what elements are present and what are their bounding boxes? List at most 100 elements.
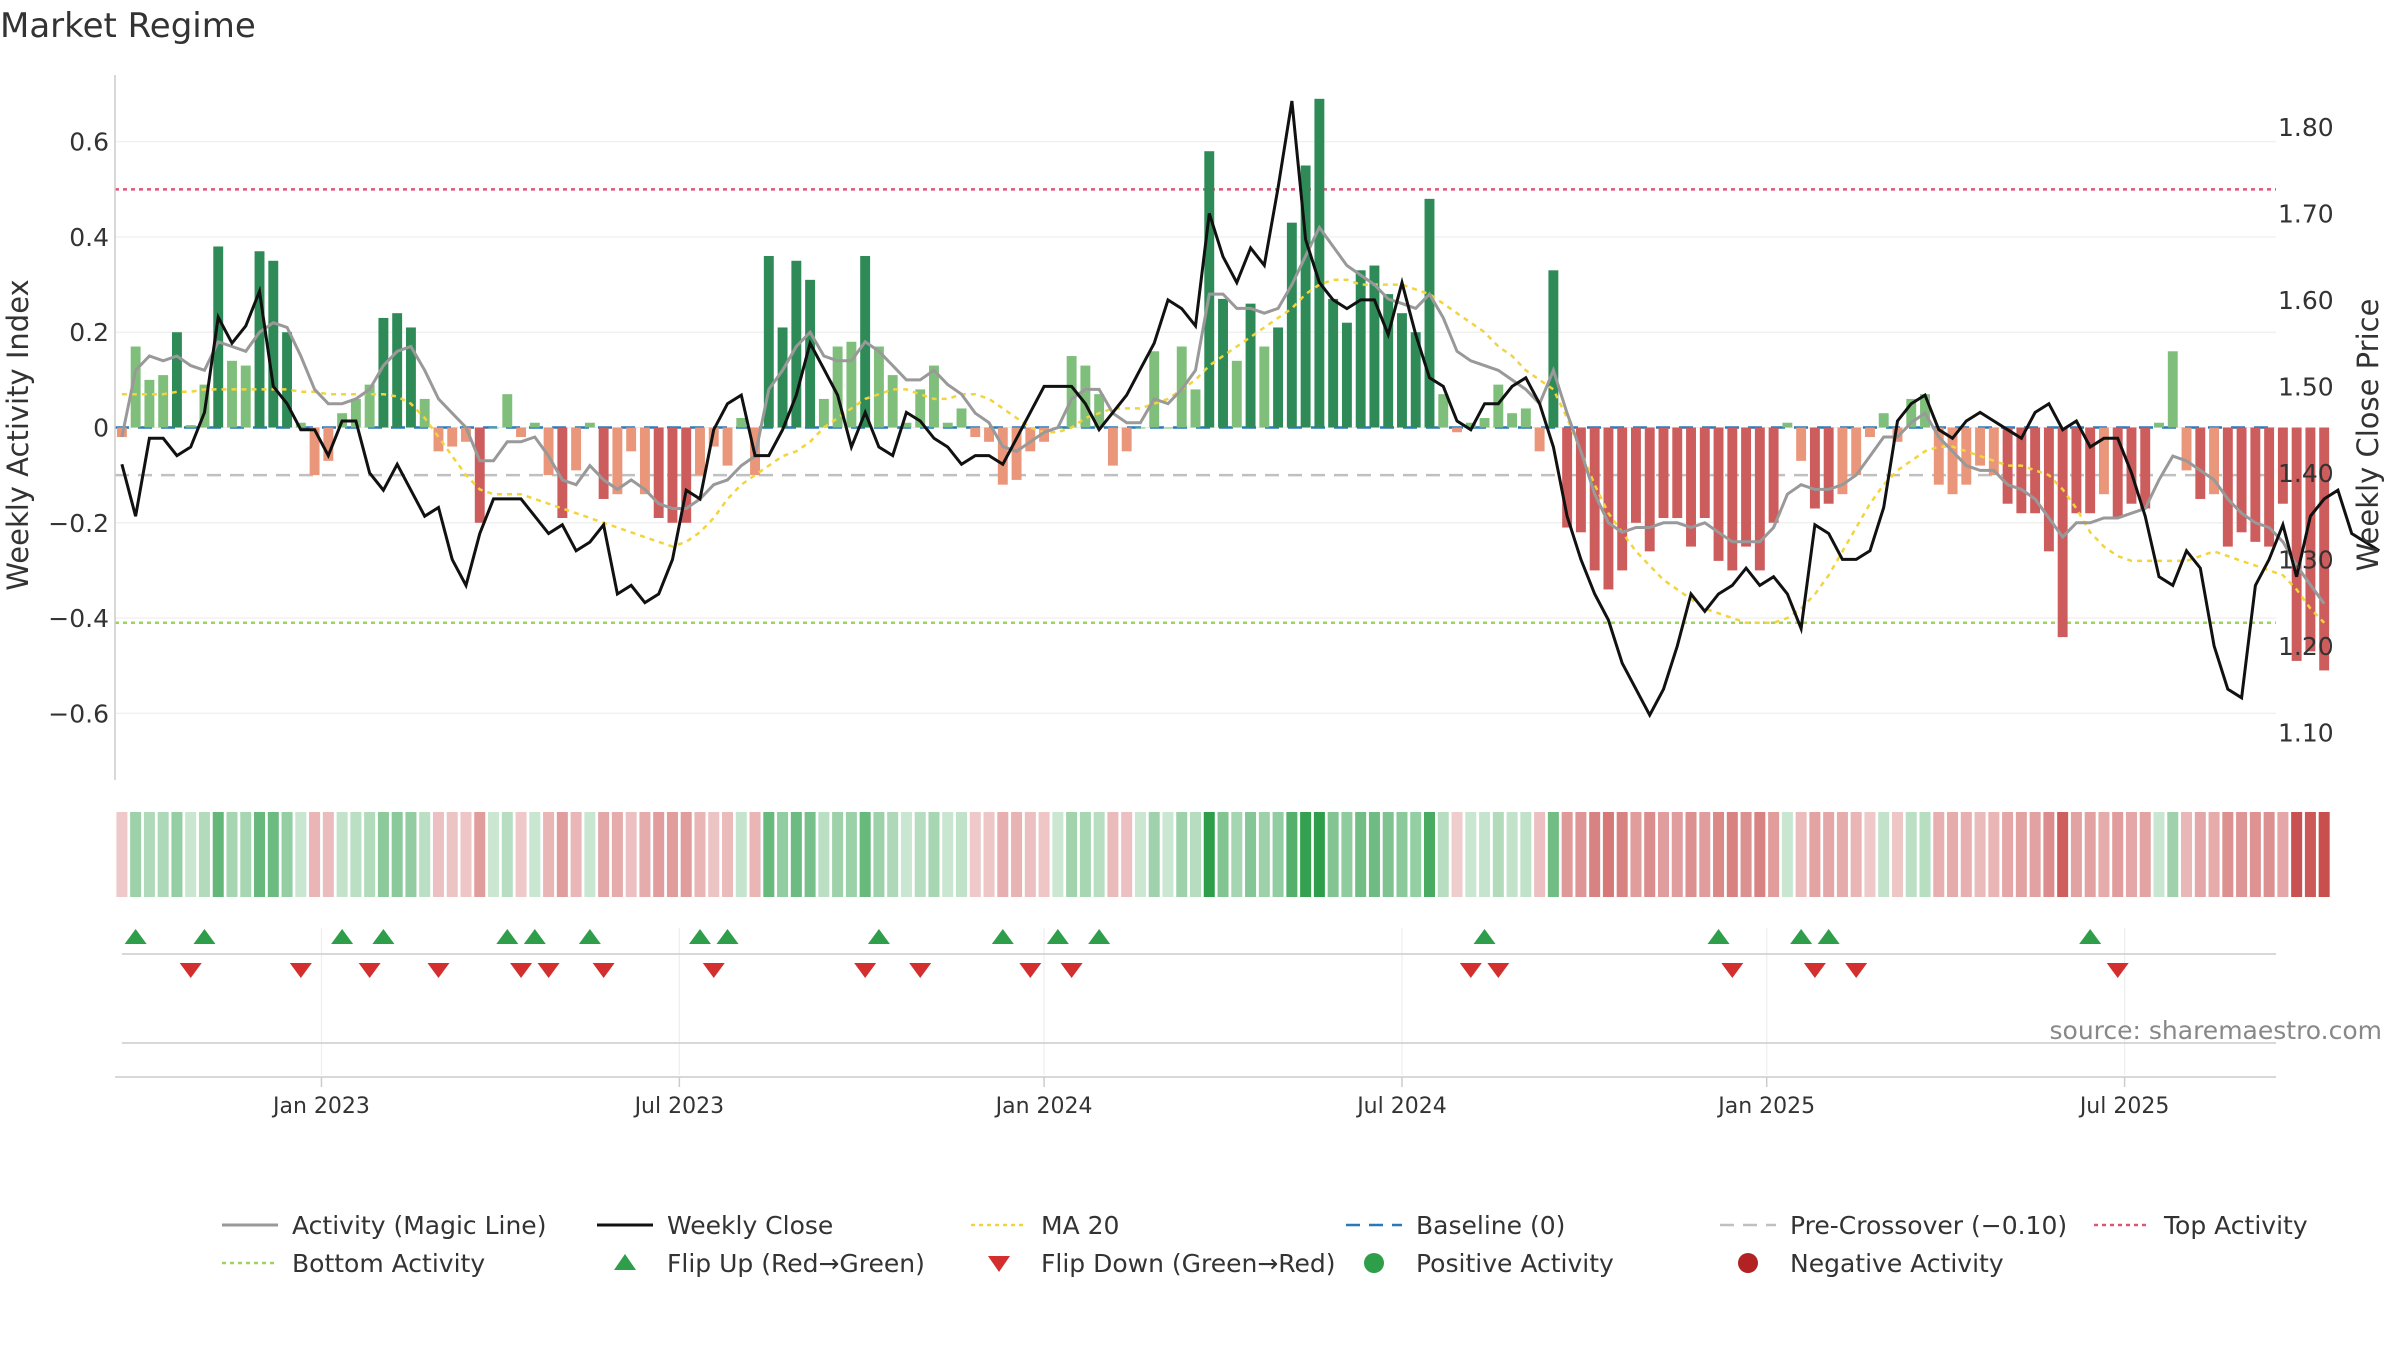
flip-down-marker xyxy=(592,963,615,978)
activity-bar xyxy=(2319,427,2330,671)
activity-bar xyxy=(213,246,224,428)
activity-bar xyxy=(1548,270,1559,428)
flip-up-marker xyxy=(2079,929,2102,944)
heat-strip-cell xyxy=(997,812,1009,897)
activity-bar xyxy=(1988,427,1999,476)
heat-strip-cell xyxy=(1795,812,1807,897)
activity-axis: 0.6 0.4 0.2 0 −0.2 −0.4 −0.6 xyxy=(48,75,116,780)
activity-bar xyxy=(1080,365,1091,428)
heat-strip-cell xyxy=(2263,812,2275,897)
activity-bar xyxy=(1796,427,1807,461)
activity-bar xyxy=(2209,427,2220,495)
flip-down-marker xyxy=(427,963,450,978)
activity-bar xyxy=(516,427,527,438)
heat-strip-cell xyxy=(1726,812,1738,897)
activity-bar xyxy=(915,389,926,428)
activity-bar xyxy=(736,417,747,428)
activity-bar xyxy=(1631,427,1641,523)
heat-strip-cell xyxy=(515,812,527,897)
activity-bar xyxy=(1699,427,1710,519)
activity-bar xyxy=(2264,427,2275,547)
activity-bar xyxy=(942,422,953,428)
flip-down-marker xyxy=(179,963,202,978)
heat-strip-cell xyxy=(859,812,871,897)
y2-tick-label: 1.20 xyxy=(2278,632,2334,661)
heat-strip-cell xyxy=(1781,812,1793,897)
activity-bar xyxy=(722,427,733,466)
activity-bar xyxy=(1163,427,1173,429)
series-lines xyxy=(120,100,2381,719)
heat-strip-cell xyxy=(1602,812,1614,897)
activity-bar xyxy=(2126,427,2137,504)
activity-bar xyxy=(1520,408,1531,428)
activity-bar xyxy=(1933,427,1944,485)
heat-strip-cell xyxy=(1203,812,1215,897)
activity-bar xyxy=(571,427,582,471)
flip-down-marker xyxy=(289,963,312,978)
activity-bar xyxy=(309,427,320,476)
heat-strip-cell xyxy=(956,812,968,897)
activity-bar xyxy=(364,384,375,428)
heat-strip-cell xyxy=(1423,812,1435,897)
heat-strip-cell xyxy=(1933,812,1945,897)
y2-tick-label: 1.50 xyxy=(2278,372,2334,401)
heat-strip-cell xyxy=(267,812,279,897)
activity-bar xyxy=(1575,427,1586,533)
y-axis-label: Weekly Activity Index xyxy=(1,279,35,590)
activity-bar xyxy=(1479,417,1490,428)
heat-strip-cell xyxy=(432,812,444,897)
activity-bar xyxy=(873,346,884,428)
flip-up-marker xyxy=(1817,929,1840,944)
heat-strip-cell xyxy=(2015,812,2027,897)
activity-bar xyxy=(929,365,939,428)
heat-strip-cell xyxy=(790,812,802,897)
activity-bar xyxy=(1603,427,1614,590)
activity-bar xyxy=(295,422,306,428)
heat-strip-cell xyxy=(501,812,513,897)
activity-bar xyxy=(2016,427,2027,514)
flip-up-marker xyxy=(372,929,395,944)
heat-strip-cell xyxy=(1121,812,1133,897)
heat-strip-cell xyxy=(1189,812,1202,897)
heat-strip-cell xyxy=(1768,812,1780,897)
heat-strip-cell xyxy=(1217,812,1229,897)
flip-down-marker xyxy=(358,963,381,978)
heat-strip-cell xyxy=(1685,812,1697,897)
heat-strip-cell xyxy=(1878,812,1890,897)
activity-bar xyxy=(1658,427,1669,519)
heat-strip-cell xyxy=(185,812,197,897)
activity-bar xyxy=(1025,427,1036,452)
activity-bar xyxy=(1355,270,1366,428)
heat-strip-cell xyxy=(2181,812,2193,897)
activity-bar xyxy=(626,427,637,452)
x-tick-label: Jan 2024 xyxy=(994,1094,1093,1119)
heat-strip-cell xyxy=(1947,812,1959,897)
activity-bar xyxy=(1878,413,1889,428)
heat-strip-cell xyxy=(556,812,568,897)
heat-strip-cell xyxy=(900,812,912,897)
heat-strip-cell xyxy=(653,812,665,897)
heat-strip-cell xyxy=(350,812,362,897)
legend-item: Flip Down (Green→Red) xyxy=(988,1249,1336,1278)
activity-bar xyxy=(1190,389,1201,428)
y-tick-label: 0.2 xyxy=(69,318,109,347)
heat-strip-cell xyxy=(1327,812,1339,897)
activity-bar xyxy=(1438,394,1449,428)
heat-strip-cell xyxy=(763,812,775,897)
legend-label: Activity (Magic Line) xyxy=(292,1211,546,1240)
flip-up-marker xyxy=(124,929,147,944)
heat-strip-cell xyxy=(474,812,486,897)
heat-strip-cell xyxy=(2043,812,2055,897)
heat-strip-cell xyxy=(1850,812,1862,897)
heat-strip-cell xyxy=(2208,812,2220,897)
flip-up-marker xyxy=(193,929,216,944)
activity-bar xyxy=(529,422,540,428)
flip-down-marker xyxy=(1803,963,1826,978)
source-text: source: sharemaestro.com xyxy=(2050,1016,2383,1045)
heat-strip-cell xyxy=(1272,812,1284,897)
activity-bar xyxy=(681,427,692,523)
heat-strip-cell xyxy=(1988,812,2000,897)
activity-bar xyxy=(1906,398,1917,428)
heat-strip-cell xyxy=(2222,812,2234,897)
